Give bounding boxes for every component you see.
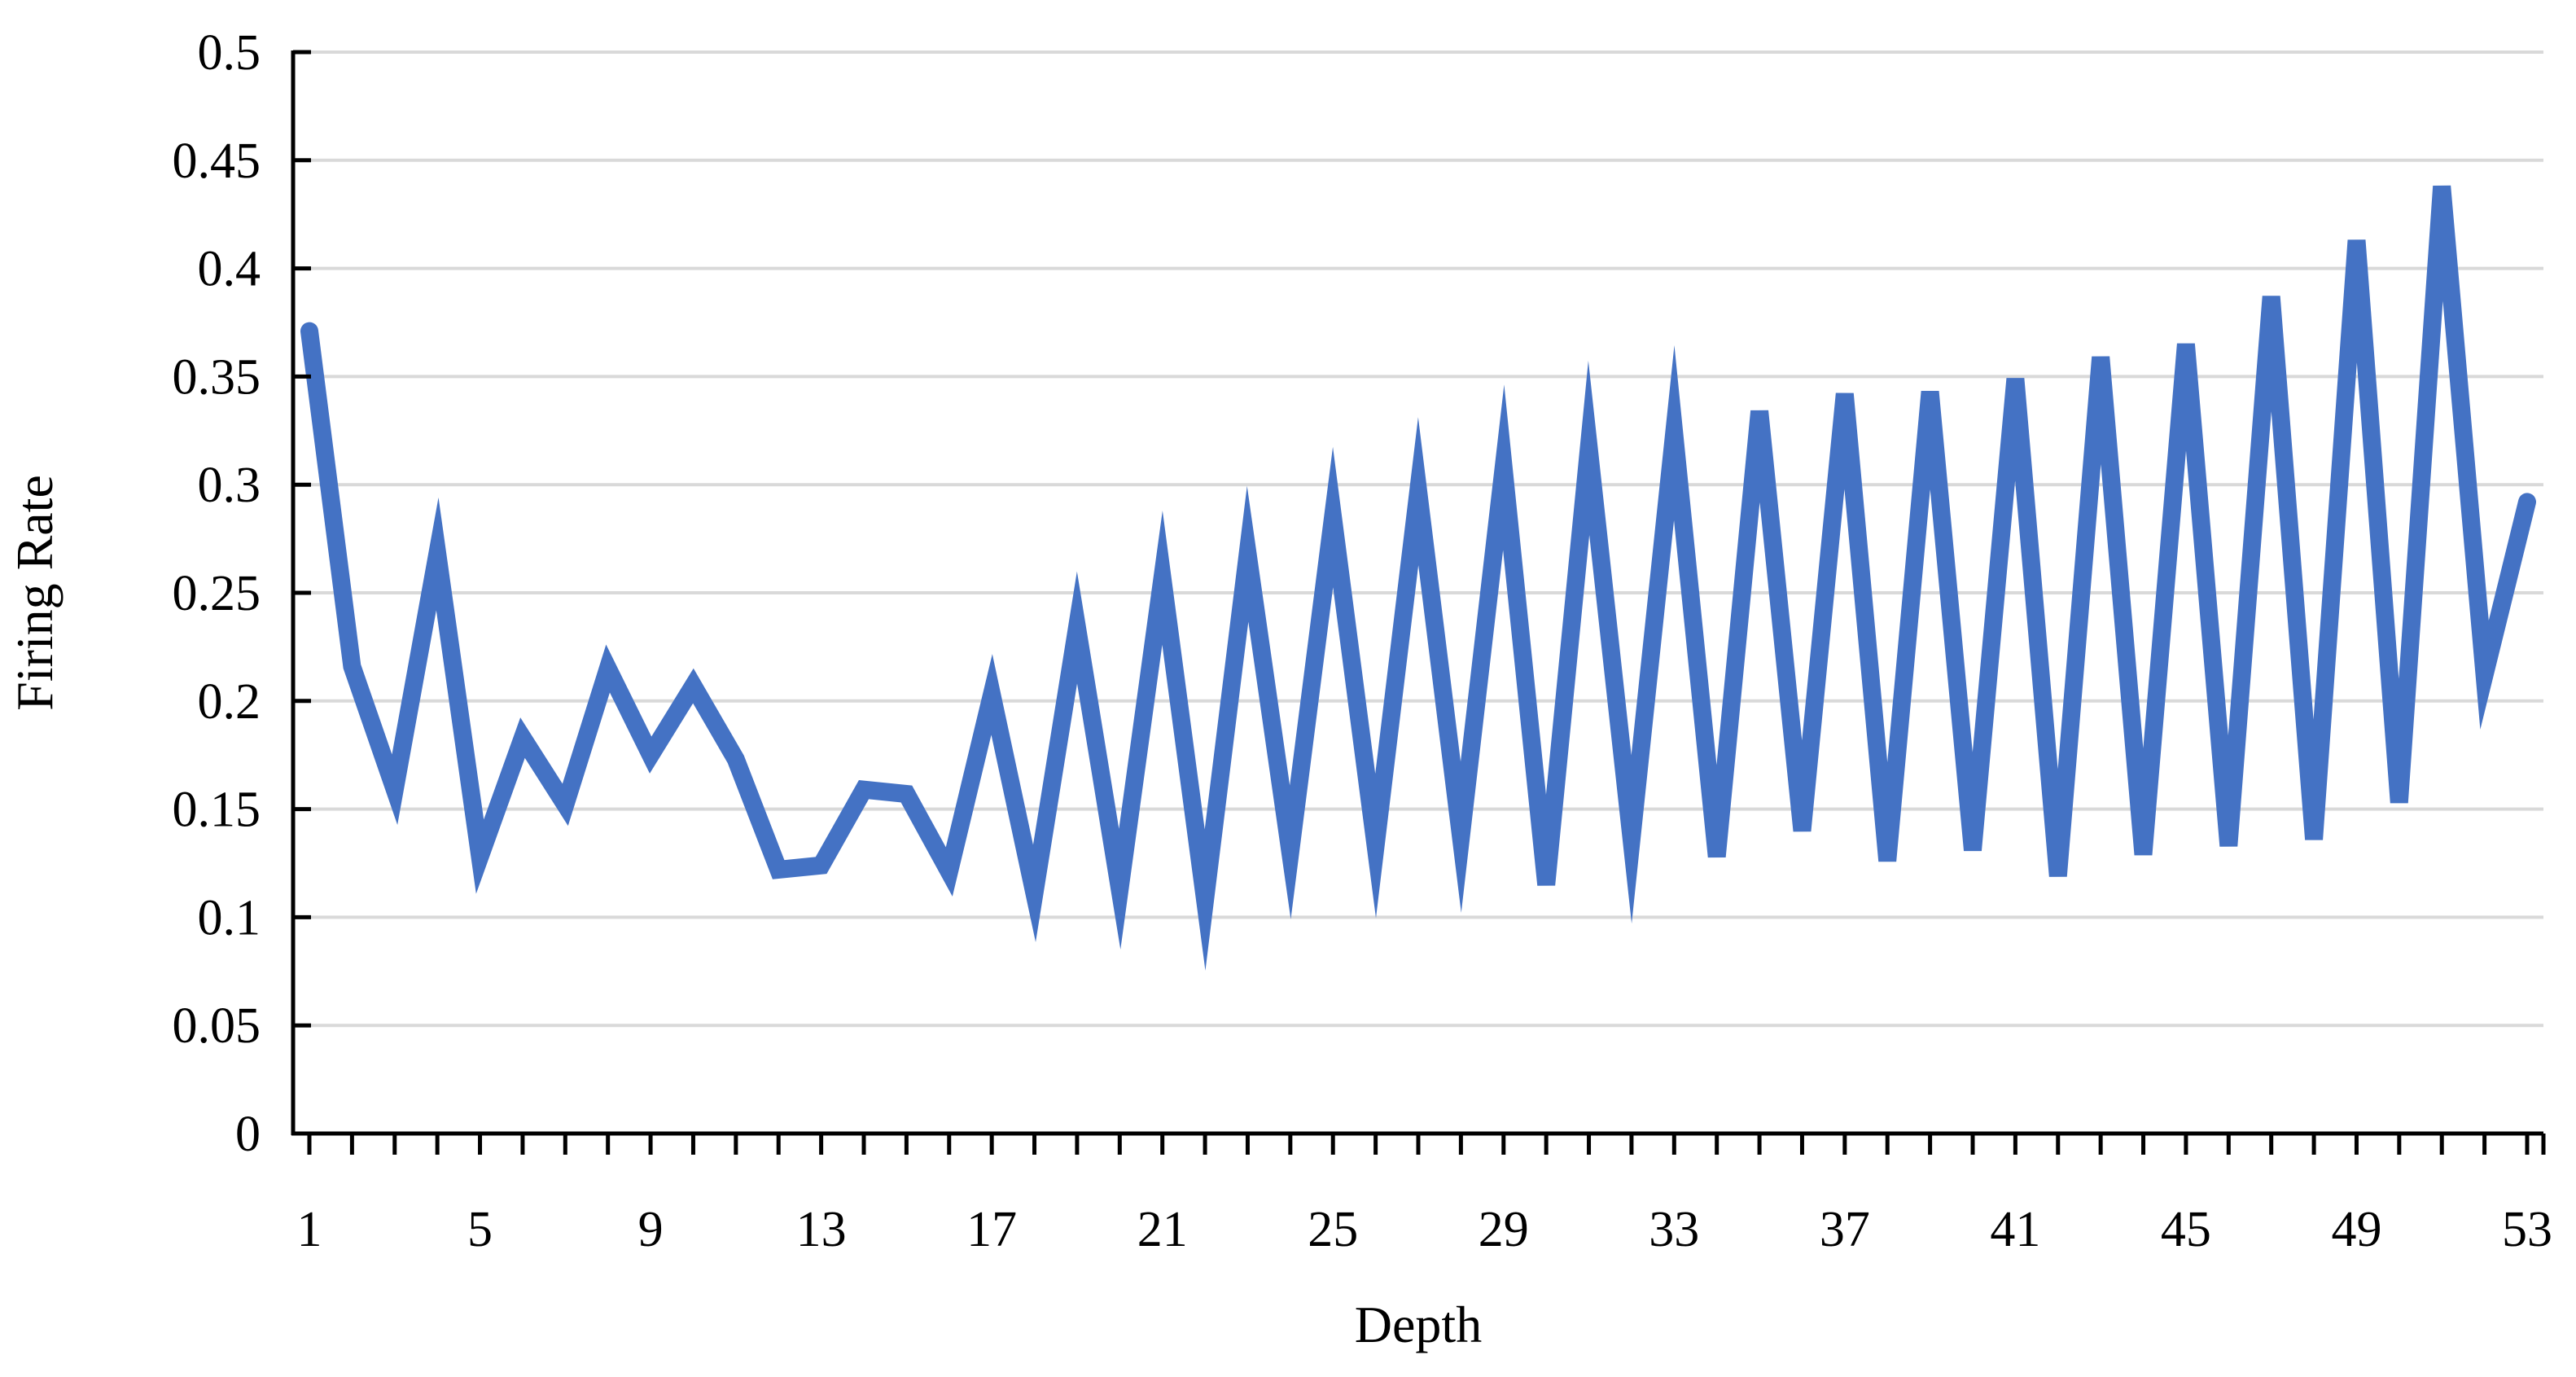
y-tick-label-3: 0.15 bbox=[173, 783, 261, 838]
x-tick-label-49: 49 bbox=[2331, 1202, 2381, 1257]
y-tick-label-4: 0.2 bbox=[198, 674, 261, 730]
y-tick-label-0: 0 bbox=[235, 1107, 261, 1162]
x-tick-label-33: 33 bbox=[1649, 1202, 1699, 1257]
x-tick-label-17: 17 bbox=[966, 1202, 1017, 1257]
x-tick-label-37: 37 bbox=[1820, 1202, 1870, 1257]
x-tick-label-53: 53 bbox=[2502, 1202, 2552, 1257]
y-tick-label-6: 0.3 bbox=[198, 458, 261, 513]
series-line-0 bbox=[300, 185, 2536, 971]
y-tick-label-5: 0.25 bbox=[173, 566, 261, 621]
axes bbox=[291, 50, 2546, 1155]
y-tick-labels: 0 0.05 0.1 0.15 0.2 0.25 0.3 0.35 0.4 0.45 0.5 bbox=[173, 25, 261, 1162]
y-tick-label-7: 0.35 bbox=[173, 349, 261, 405]
x-axis-title: Depth bbox=[1355, 1296, 1482, 1353]
x-tick-labels: 1 5 9 13 17 21 25 29 33 37 41 45 49 53 bbox=[297, 1202, 2553, 1257]
x-tick-label-1: 1 bbox=[297, 1202, 322, 1257]
x-tick-label-41: 41 bbox=[1990, 1202, 2040, 1257]
x-tick-label-25: 25 bbox=[1308, 1202, 1358, 1257]
y-axis-title: Firing Rate bbox=[6, 475, 64, 711]
y-tick-label-9: 0.45 bbox=[173, 134, 261, 189]
x-tick-label-13: 13 bbox=[796, 1202, 847, 1257]
x-tick-label-29: 29 bbox=[1479, 1202, 1529, 1257]
y-tick-label-10: 0.5 bbox=[198, 25, 261, 81]
x-tick-label-21: 21 bbox=[1137, 1202, 1188, 1257]
y-tick-label-8: 0.4 bbox=[198, 242, 261, 297]
y-tick-label-1: 0.05 bbox=[173, 998, 261, 1054]
y-tick-label-2: 0.1 bbox=[198, 890, 261, 945]
series-layer bbox=[300, 185, 2536, 971]
x-tick-label-9: 9 bbox=[638, 1202, 664, 1257]
x-tick-label-45: 45 bbox=[2161, 1202, 2211, 1257]
x-tick-label-5: 5 bbox=[467, 1202, 493, 1257]
